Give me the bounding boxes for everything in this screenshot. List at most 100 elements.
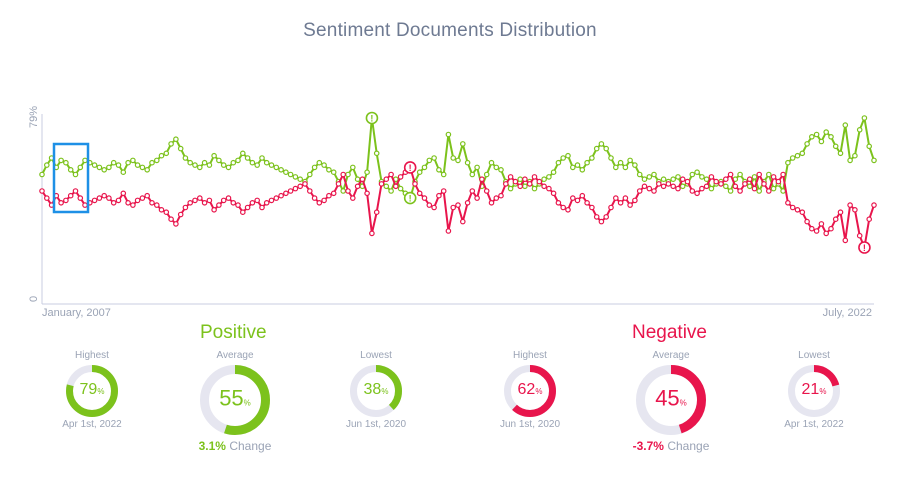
data-point [751,174,758,180]
ring-gauge [504,365,556,417]
data-point [91,162,98,168]
stat-value: 21 [801,381,820,399]
data-point [622,195,629,201]
data-point [794,207,801,213]
positive-average-ring: 55% [200,365,270,435]
data-point [617,200,624,206]
data-point [627,202,633,208]
data-point [627,157,633,164]
data-point [847,202,853,208]
stat-label: Lowest [360,350,392,361]
negative-title: Negative [632,322,707,343]
data-point [144,167,151,173]
data-point [426,157,433,164]
data-point [120,169,127,176]
positive-change: 3.1% Change [190,439,280,453]
data-point [483,171,490,178]
data-point [675,185,681,192]
negative-highest-stat: Highest 62% Jun 1st, 2020 [490,350,570,430]
data-point [679,183,686,190]
data-point [546,185,552,192]
exclamation-icon: ! [858,241,871,254]
data-point [373,209,380,216]
data-point [469,171,476,178]
data-point [699,185,705,192]
data-point [67,167,74,173]
data-point [646,185,653,192]
data-point [584,200,590,206]
data-point [115,197,122,204]
negative-change: -3.7% Change [626,439,716,453]
data-point [134,197,141,204]
data-point [39,171,45,178]
data-point [603,214,610,220]
data-point [722,183,729,190]
svg-text:!: ! [863,243,866,253]
data-point [287,171,294,178]
data-point [220,197,227,204]
data-point [541,176,547,183]
positive-lowest-ring: 38% [350,365,402,417]
data-point [464,200,471,206]
stat-label: Lowest [798,350,830,361]
data-point [158,152,165,159]
data-point [727,171,734,178]
ring-fill [504,365,556,417]
data-point [412,181,418,187]
stat-unit: % [243,398,251,408]
data-point [388,171,394,178]
data-point [694,190,700,197]
data-point [197,195,203,201]
negative-lowest-stat: Lowest 21% Apr 1st, 2022 [774,350,854,430]
data-point [130,157,136,164]
data-point [321,162,327,168]
ring-gauge [200,365,270,435]
data-point [311,164,318,171]
data-point [765,171,772,178]
change-word: Change [229,439,272,453]
sentiment-line-chart[interactable]: !!!! [0,0,900,320]
data-point [445,131,452,138]
data-point [727,188,734,194]
data-point [354,183,361,190]
data-point [770,174,777,180]
data-point [106,195,112,201]
ring-fill [66,365,118,417]
data-point [292,185,299,192]
data-point [91,197,98,204]
stat-date: Apr 1st, 2022 [62,419,122,430]
data-point [82,157,88,164]
exclamation-icon: ! [365,111,379,125]
data-point [569,195,576,201]
data-point [187,159,194,166]
data-point [144,192,151,199]
ring-fill [788,365,840,417]
data-point [268,162,275,168]
data-point [63,197,69,204]
data-point [330,190,337,197]
data-point [608,204,614,211]
data-point [593,145,600,152]
data-point [799,150,806,157]
data-point [641,176,648,183]
data-point [263,200,270,206]
data-point [383,176,390,183]
data-point [818,221,825,227]
data-point [197,164,203,171]
data-point [536,178,543,185]
ring-gauge [66,365,118,417]
data-point [43,162,50,168]
data-point [756,171,763,178]
data-point [541,183,547,190]
data-point [244,204,251,211]
data-point [139,164,146,171]
data-point [125,159,131,166]
data-point [837,150,844,157]
data-point [808,134,815,140]
data-point [359,176,366,183]
positive-highest-ring: 79% [66,365,118,417]
data-point [345,188,351,194]
data-point [349,195,356,201]
data-point [665,181,672,187]
data-point [216,202,222,208]
